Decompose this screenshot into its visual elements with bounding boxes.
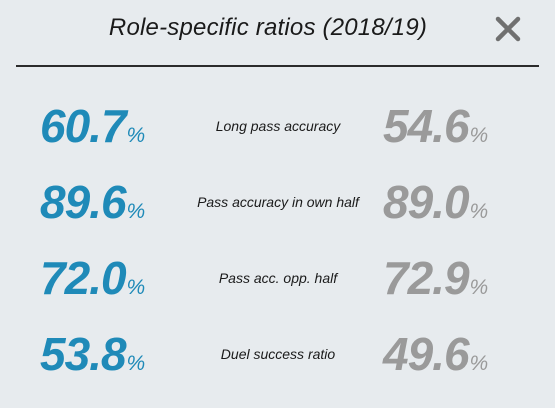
stat-label: Pass acc. opp. half [218, 270, 338, 286]
percent-sign: % [126, 124, 146, 147]
stat-label: Duel success ratio [220, 346, 336, 362]
percent-sign: % [126, 352, 146, 375]
header-divider [16, 65, 539, 67]
value-number: 89.6 [40, 176, 127, 228]
percent-sign: % [469, 352, 489, 375]
player-value: 60.7% [40, 96, 180, 156]
stat-label: Pass accuracy in own half [197, 194, 359, 210]
comparison-value: 89.0% [383, 172, 533, 232]
value-number: 49.6 [383, 328, 470, 380]
percent-sign: % [126, 276, 146, 299]
player-value: 72.0% [40, 248, 180, 308]
comparison-value: 49.6% [383, 324, 533, 384]
value-number: 60.7 [40, 100, 127, 152]
value-number: 53.8 [40, 328, 127, 380]
value-number: 54.6 [383, 100, 470, 152]
value-number: 72.9 [383, 252, 470, 304]
close-button[interactable] [493, 14, 523, 44]
percent-sign: % [469, 200, 489, 223]
player-value: 89.6% [40, 172, 180, 232]
percent-sign: % [469, 276, 489, 299]
comparison-value: 54.6% [383, 96, 533, 156]
stat-row-duel-success-ratio: 53.8% Duel success ratio 49.6% [0, 324, 555, 384]
player-value: 53.8% [40, 324, 180, 384]
panel-title: Role-specific ratios (2018/19) [108, 14, 428, 41]
stat-row-pass-acc-opp-half: 72.0% Pass acc. opp. half 72.9% [0, 248, 555, 308]
percent-sign: % [126, 200, 146, 223]
value-number: 72.0 [40, 252, 127, 304]
value-number: 89.0 [383, 176, 470, 228]
percent-sign: % [469, 124, 489, 147]
stat-row-pass-accuracy-own-half: 89.6% Pass accuracy in own half 89.0% [0, 172, 555, 232]
stat-label: Long pass accuracy [215, 118, 341, 134]
comparison-value: 72.9% [383, 248, 533, 308]
close-icon [495, 16, 521, 42]
panel-header: Role-specific ratios (2018/19) [0, 0, 555, 62]
stat-row-long-pass-accuracy: 60.7% Long pass accuracy 54.6% [0, 96, 555, 156]
